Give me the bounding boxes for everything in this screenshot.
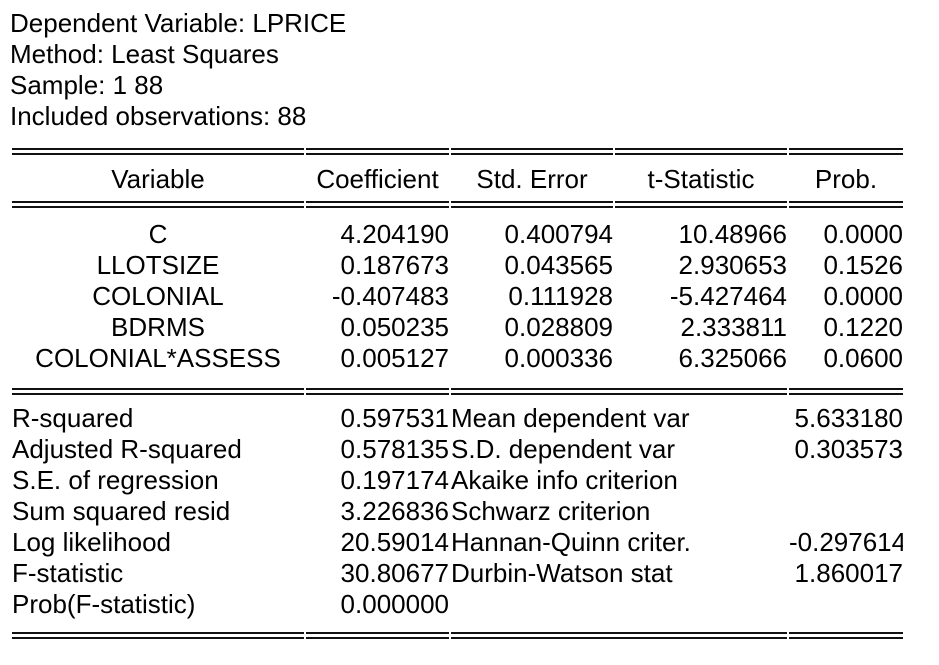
column-header-t-statistic: t-Statistic [615,148,787,208]
table-row: COLONIAL -0.407483 0.111928 -5.427464 0.… [12,281,903,312]
t-statistic-cell: 6.325066 [678,343,787,373]
coefficients-section: Variable Coefficient Std. Error t-Statis… [12,148,903,388]
stat-label: Prob(F-statistic) [12,589,304,639]
variable-cell: COLONIAL*ASSESS [35,343,281,373]
stat-label: Mean dependent var [451,388,787,434]
stat-value: 20.59014 [340,527,449,557]
std-error-cell: 0.400794 [504,219,613,249]
stat-value: 3.226836 [340,496,449,526]
stats-row: Adjusted R-squared 0.578135 S.D. depende… [12,434,903,465]
stats-row: F-statistic 30.80677 Durbin-Watson stat … [12,558,903,589]
stats-row: Log likelihood 20.59014 Hannan-Quinn cri… [12,527,903,558]
stat-value [789,589,903,639]
table-row: BDRMS 0.050235 0.028809 2.333811 0.1220 [12,312,903,343]
stat-value: 0.197174 [340,465,449,495]
prob-cell: 0.1526 [823,250,903,280]
std-error-cell: 0.043565 [504,250,613,280]
stats-row: R-squared 0.597531 Mean dependent var 5.… [12,388,903,434]
std-error-cell: 0.000336 [504,343,613,373]
prob-cell: 0.1220 [823,312,903,342]
stat-label: Durbin-Watson stat [451,558,673,588]
stat-label: Log likelihood [12,527,172,557]
column-header-prob: Prob. [789,148,903,208]
stat-label [451,589,787,639]
dependent-variable-line: Dependent Variable: LPRICE [10,8,347,38]
stat-value: -0.297614 [789,527,903,557]
coefficient-cell: 0.005127 [340,343,449,373]
stat-value: 0.000000 [306,589,449,639]
variable-cell: LLOTSIZE [96,250,220,280]
stat-label: Schwarz criterion [451,496,651,526]
prob-cell: 0.0000 [823,281,903,311]
stat-label: Hannan-Quinn criter. [451,527,691,557]
regression-output: Dependent Variable: LPRICE Method: Least… [10,8,939,639]
stat-value: 0.303573 [794,434,903,464]
column-header-coefficient: Coefficient [306,148,449,208]
t-statistic-cell: -5.427464 [669,281,787,311]
coefficient-cell: 4.204190 [340,219,449,249]
regression-table: Variable Coefficient Std. Error t-Statis… [10,148,905,639]
prob-cell: 0.0000 [823,219,903,249]
t-statistic-cell: 2.930653 [678,250,787,280]
stat-value: 1.860017 [794,558,903,588]
coefficient-cell: 0.050235 [340,312,449,342]
column-header-std-error: Std. Error [451,148,613,208]
stat-label: F-statistic [12,558,124,588]
stats-row: Prob(F-statistic) 0.000000 [12,589,903,639]
stat-label: Sum squared resid [12,496,231,526]
table-row: COLONIAL*ASSESS 0.005127 0.000336 6.3250… [12,343,903,388]
std-error-cell: 0.111928 [508,281,613,311]
stat-value [789,496,903,527]
observations-line: Included observations: 88 [10,101,307,131]
coefficient-cell: 0.187673 [340,250,449,280]
variable-cell: BDRMS [111,312,205,342]
stat-value: 0.597531 [306,388,449,434]
method-line: Method: Least Squares [10,39,279,69]
stat-label: Adjusted R-squared [12,434,242,464]
column-header-variable: Variable [12,148,304,208]
table-row: C 4.204190 0.400794 10.48966 0.0000 [12,208,903,250]
stat-label: S.D. dependent var [451,434,676,464]
column-header-row: Variable Coefficient Std. Error t-Statis… [12,148,903,208]
summary-stats-section: R-squared 0.597531 Mean dependent var 5.… [12,388,903,639]
stat-value: 30.80677 [340,558,449,588]
stat-label: Akaike info criterion [451,465,678,495]
stat-label: R-squared [12,388,304,434]
std-error-cell: 0.028809 [504,312,613,342]
t-statistic-cell: 10.48966 [678,219,787,249]
stat-value [789,465,903,496]
variable-cell: COLONIAL [92,281,224,311]
sample-line: Sample: 1 88 [10,70,164,100]
stat-value: 0.578135 [340,434,449,464]
stats-row: S.E. of regression 0.197174 Akaike info … [12,465,903,496]
stats-row: Sum squared resid 3.226836 Schwarz crite… [12,496,903,527]
prob-cell: 0.0600 [823,343,903,373]
t-statistic-cell: 2.333811 [680,312,787,342]
stat-label: S.E. of regression [12,465,219,495]
variable-cell: C [148,219,168,249]
estimation-header: Dependent Variable: LPRICE Method: Least… [10,8,939,132]
table-row: LLOTSIZE 0.187673 0.043565 2.930653 0.15… [12,250,903,281]
stat-value: 5.633180 [789,388,903,434]
coefficient-cell: -0.407483 [331,281,449,311]
